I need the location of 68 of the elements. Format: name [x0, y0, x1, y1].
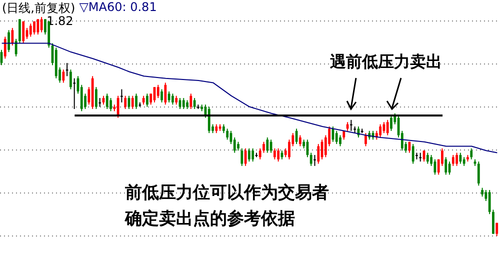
candlestick	[208, 106, 210, 134]
candlestick	[364, 132, 367, 147]
candlestick	[382, 122, 386, 134]
candlestick	[335, 130, 338, 145]
candlestick	[160, 88, 163, 103]
candlestick	[496, 222, 498, 236]
candlestick	[14, 38, 18, 57]
candlestick	[190, 93, 192, 110]
candlestick	[262, 141, 265, 154]
candlestick	[288, 139, 290, 160]
candlestick	[124, 95, 127, 110]
candlestick	[477, 161, 480, 186]
candlestick	[350, 119, 352, 132]
candlestick	[314, 154, 316, 166]
candlestick	[66, 62, 68, 77]
candlestick	[444, 156, 448, 176]
candlestick	[62, 69, 65, 84]
candlestick	[4, 36, 6, 60]
candlestick	[131, 95, 134, 110]
candlestick	[426, 152, 429, 164]
candlestick	[233, 136, 236, 154]
candlestick	[22, 20, 25, 44]
candlestick	[110, 98, 112, 112]
candlestick	[156, 84, 160, 99]
candlestick	[390, 115, 392, 132]
candlestick	[252, 148, 254, 162]
candlestick	[8, 30, 10, 53]
candlestick	[164, 82, 167, 106]
annotation: 1.82	[46, 14, 74, 28]
candlestick	[11, 27, 14, 46]
candlestick	[70, 69, 72, 90]
candlestick	[470, 148, 473, 160]
text: ▽MA60: 0.81	[79, 0, 157, 16]
candlestick	[33, 20, 36, 36]
candlestick	[106, 93, 108, 110]
candlestick	[95, 86, 98, 110]
candlestick	[171, 93, 174, 106]
candlestick	[40, 16, 43, 33]
candlestick	[452, 154, 454, 166]
candlestick	[317, 144, 320, 164]
candlestick	[298, 134, 302, 147]
candlestick	[412, 144, 414, 164]
candlestick	[379, 124, 382, 138]
candlestick	[488, 190, 491, 215]
candlestick	[459, 152, 462, 164]
candlestick	[116, 95, 120, 118]
chart-title: (日线,前复权)	[2, 0, 76, 16]
candlestick	[434, 158, 436, 176]
candlestick	[240, 148, 244, 166]
candlestick	[73, 78, 76, 110]
candlestick	[266, 136, 269, 154]
candlestick	[29, 23, 32, 38]
candlestick	[386, 119, 389, 136]
candlestick	[339, 134, 342, 147]
candlestick	[248, 148, 250, 162]
candlestick	[273, 148, 276, 160]
candlestick	[182, 98, 185, 110]
candlestick	[36, 18, 40, 36]
candlestick	[146, 93, 148, 108]
annotation: 遇前低压力卖出	[330, 52, 442, 73]
candlestick	[310, 152, 312, 166]
candlestick	[120, 88, 123, 103]
annotation: 前低压力位可以作为交易者确定卖出点的参考依据	[125, 182, 330, 231]
candlestick	[98, 98, 102, 108]
candlestick	[135, 93, 138, 110]
candlestick	[226, 128, 229, 140]
candlestick	[277, 148, 280, 162]
candlestick	[456, 152, 458, 166]
